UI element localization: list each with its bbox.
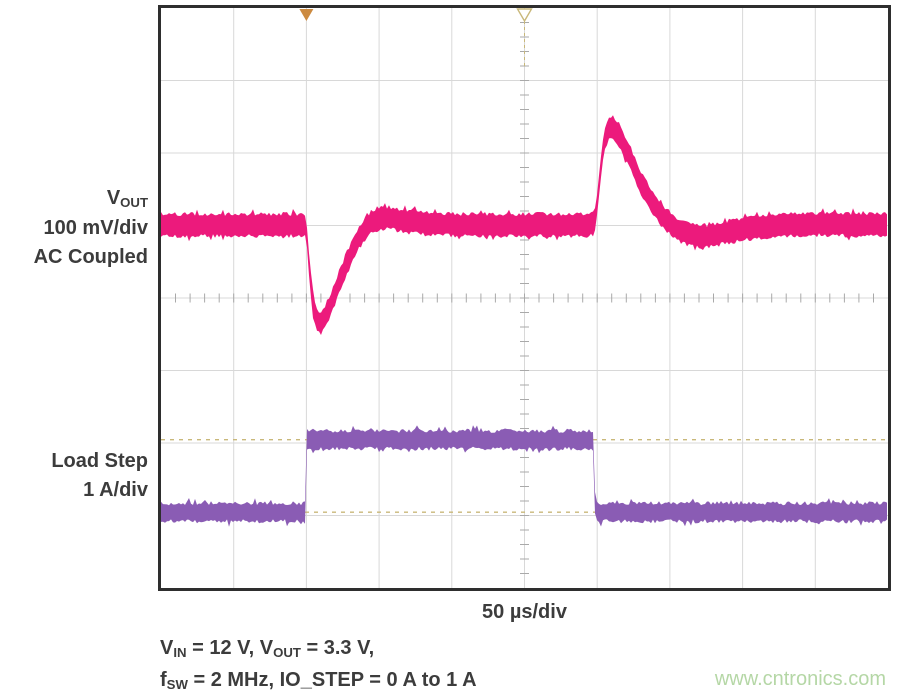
conditions-line-1: VIN = 12 V, VOUT = 3.3 V, (160, 637, 375, 660)
vout-name: VOUT (106, 187, 148, 210)
test-conditions: VIN = 12 V, VOUT = 3.3 V, fSW = 2 MHz, I… (160, 633, 477, 697)
vout-coupling: AC Coupled (33, 246, 148, 268)
vout-trace (161, 115, 887, 335)
oscilloscope-plot (158, 5, 891, 591)
scope-grid-and-traces (161, 8, 888, 588)
vout-channel-label: VOUT 100 mV/div AC Coupled (0, 184, 148, 272)
conditions-line-2: fSW = 2 MHz, IO_STEP = 0 A to 1 A (160, 669, 477, 692)
timebase-label: 50 µs/div (482, 601, 567, 623)
vout-scale: 100 mV/div (43, 217, 148, 239)
load-step-marker-icon (299, 9, 314, 21)
trigger-marker-icon (516, 8, 533, 23)
load-name: Load Step (51, 450, 148, 472)
watermark: www.cntronics.com (714, 668, 886, 690)
load-channel-label: Load Step 1 A/div (0, 447, 148, 505)
load-scale: 1 A/div (83, 479, 148, 501)
load-step-trace (161, 425, 887, 527)
